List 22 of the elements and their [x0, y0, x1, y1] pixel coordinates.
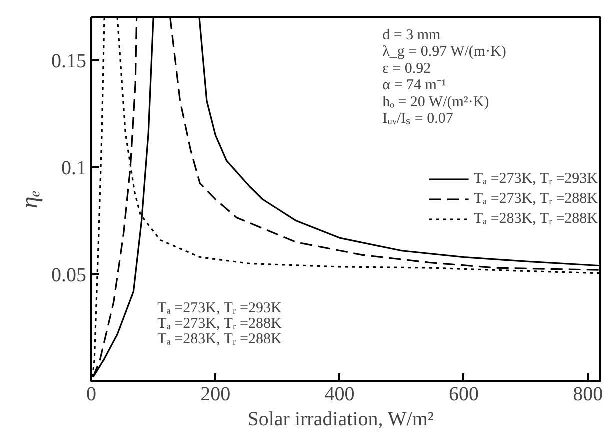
- y-tick-label: 0.1: [62, 157, 86, 180]
- annotation: d = 3 mm: [382, 27, 442, 44]
- annotation: hₒ = 20 W/(m²·K): [382, 94, 490, 110]
- x-tick-label: 400: [324, 384, 355, 406]
- x-tick-label: 0: [86, 384, 96, 406]
- annotation: Tₐ =273K, Tᵣ =288K: [158, 316, 282, 332]
- annotation: α = 74 m⁻¹: [382, 78, 446, 94]
- annotation: ε = 0.92: [382, 60, 432, 77]
- annotation: λ_g = 0.97 W/(m·K): [382, 44, 506, 60]
- x-tick-label: 600: [448, 384, 479, 406]
- x-tick-label: 800: [573, 384, 604, 406]
- legend-label: Tₐ =273K, Tᵣ =288K: [474, 190, 598, 208]
- legend-label: Tₐ =273K, Tᵣ =293K: [474, 170, 598, 188]
- annotation: Tₐ =283K, Tᵣ =288K: [158, 331, 282, 348]
- y-tick-label: 0.15: [52, 50, 86, 72]
- x-tick-label: 200: [200, 384, 231, 406]
- annotation: Iᵤᵥ/Iₛ = 0.07: [382, 111, 454, 128]
- x-axis-title: Solar irradiation, W/m²: [248, 408, 434, 430]
- legend-label: Tₐ =283K, Tᵣ =288K: [474, 210, 598, 228]
- annotation: Tₐ =273K, Tᵣ =293K: [158, 300, 282, 317]
- y-tick-label: 0.05: [52, 264, 86, 286]
- y-axis-title: ηₑ: [18, 190, 44, 209]
